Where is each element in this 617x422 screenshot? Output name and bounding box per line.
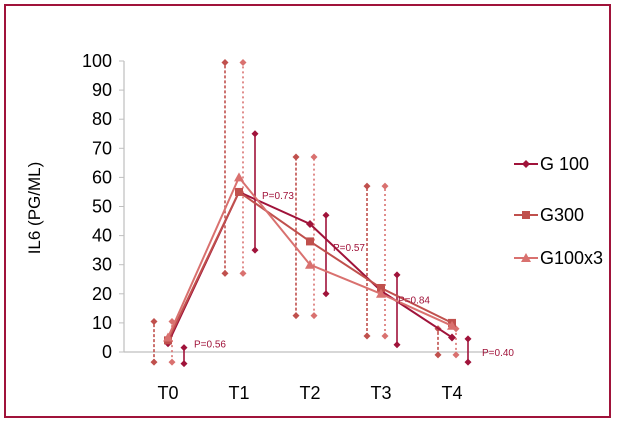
y-tick-label: 90 bbox=[92, 80, 112, 100]
data-point bbox=[235, 187, 243, 196]
range-min-point bbox=[180, 360, 188, 368]
range-min-point bbox=[363, 332, 371, 340]
range-min-point bbox=[310, 312, 318, 320]
x-tick-label: T2 bbox=[299, 383, 320, 403]
range-min-point bbox=[434, 351, 442, 359]
y-tick-label: 10 bbox=[92, 313, 112, 333]
range-max-point bbox=[251, 130, 259, 138]
range-max-point bbox=[150, 317, 158, 325]
x-tick-label: T0 bbox=[157, 383, 178, 403]
range-bars bbox=[150, 58, 472, 368]
range-max-point bbox=[322, 211, 330, 219]
data-point bbox=[234, 172, 244, 182]
range-min-point bbox=[221, 269, 229, 277]
y-tick-label: 0 bbox=[102, 342, 112, 362]
legend-label: G100x3 bbox=[540, 248, 603, 268]
range-min-point bbox=[251, 246, 259, 254]
y-tick-labels: 0 10 20 30 40 50 60 70 80 90 100 bbox=[82, 51, 112, 362]
y-tick-label: 50 bbox=[92, 197, 112, 217]
p-value-label: P=0.84 bbox=[398, 296, 430, 307]
range-min-point bbox=[168, 358, 176, 366]
chart-frame bbox=[4, 4, 611, 418]
x-tick-label: T4 bbox=[441, 383, 462, 403]
range-min-point bbox=[292, 312, 300, 320]
legend-swatch-marker bbox=[522, 211, 530, 219]
p-value-label: P=0.57 bbox=[333, 243, 365, 254]
data-point bbox=[448, 333, 456, 342]
p-value-label: P=0.40 bbox=[482, 348, 514, 359]
range-min-point bbox=[393, 341, 401, 349]
y-axis-label: IL6 (PG/ML) bbox=[25, 162, 44, 255]
axes bbox=[119, 60, 489, 353]
legend-swatch-marker bbox=[521, 253, 531, 262]
series-lines bbox=[163, 172, 457, 348]
range-min-point bbox=[464, 358, 472, 366]
y-tick-label: 80 bbox=[92, 109, 112, 129]
range-max-point bbox=[292, 153, 300, 161]
range-max-point bbox=[221, 58, 229, 66]
range-max-point bbox=[381, 182, 389, 190]
p-value-label: P=0.56 bbox=[194, 339, 226, 350]
legend-swatch-marker bbox=[522, 160, 530, 168]
legend-item: G300 bbox=[514, 205, 584, 225]
x-tick-label: T3 bbox=[370, 383, 391, 403]
data-point bbox=[306, 237, 314, 246]
y-tick-label: 30 bbox=[92, 255, 112, 275]
y-tick-label: 60 bbox=[92, 167, 112, 187]
range-min-point bbox=[452, 351, 460, 359]
range-max-point bbox=[464, 335, 472, 343]
range-min-point bbox=[239, 269, 247, 277]
series-line bbox=[167, 175, 453, 338]
p-value-label: P=0.73 bbox=[262, 191, 294, 202]
range-min-point bbox=[322, 290, 330, 298]
x-tick-label: T1 bbox=[228, 383, 249, 403]
range-max-point bbox=[310, 153, 318, 161]
range-max-point bbox=[180, 344, 188, 352]
legend-item: G 100 bbox=[514, 154, 589, 174]
y-tick-label: 70 bbox=[92, 138, 112, 158]
legend-label: G 100 bbox=[540, 154, 589, 174]
y-tick-label: 20 bbox=[92, 284, 112, 304]
legend: G 100 G300 G100x3 bbox=[514, 154, 603, 268]
data-point bbox=[447, 320, 457, 330]
range-max-point bbox=[363, 182, 371, 190]
x-tick-labels: T0 T1 T2 T3 T4 bbox=[157, 383, 462, 403]
range-max-point bbox=[393, 271, 401, 279]
y-tick-label: 100 bbox=[82, 51, 112, 71]
legend-label: G300 bbox=[540, 205, 584, 225]
data-point bbox=[306, 219, 314, 228]
data-point bbox=[305, 259, 315, 269]
range-min-point bbox=[381, 332, 389, 340]
data-point bbox=[163, 332, 173, 342]
legend-item: G100x3 bbox=[514, 248, 603, 268]
data-point bbox=[377, 283, 385, 292]
range-max-point bbox=[239, 58, 247, 66]
y-tick-label: 40 bbox=[92, 226, 112, 246]
data-point bbox=[376, 288, 386, 298]
p-value-annotations: P=0.56 P=0.73 P=0.57 P=0.84 P=0.40 bbox=[194, 191, 514, 359]
range-min-point bbox=[150, 358, 158, 366]
